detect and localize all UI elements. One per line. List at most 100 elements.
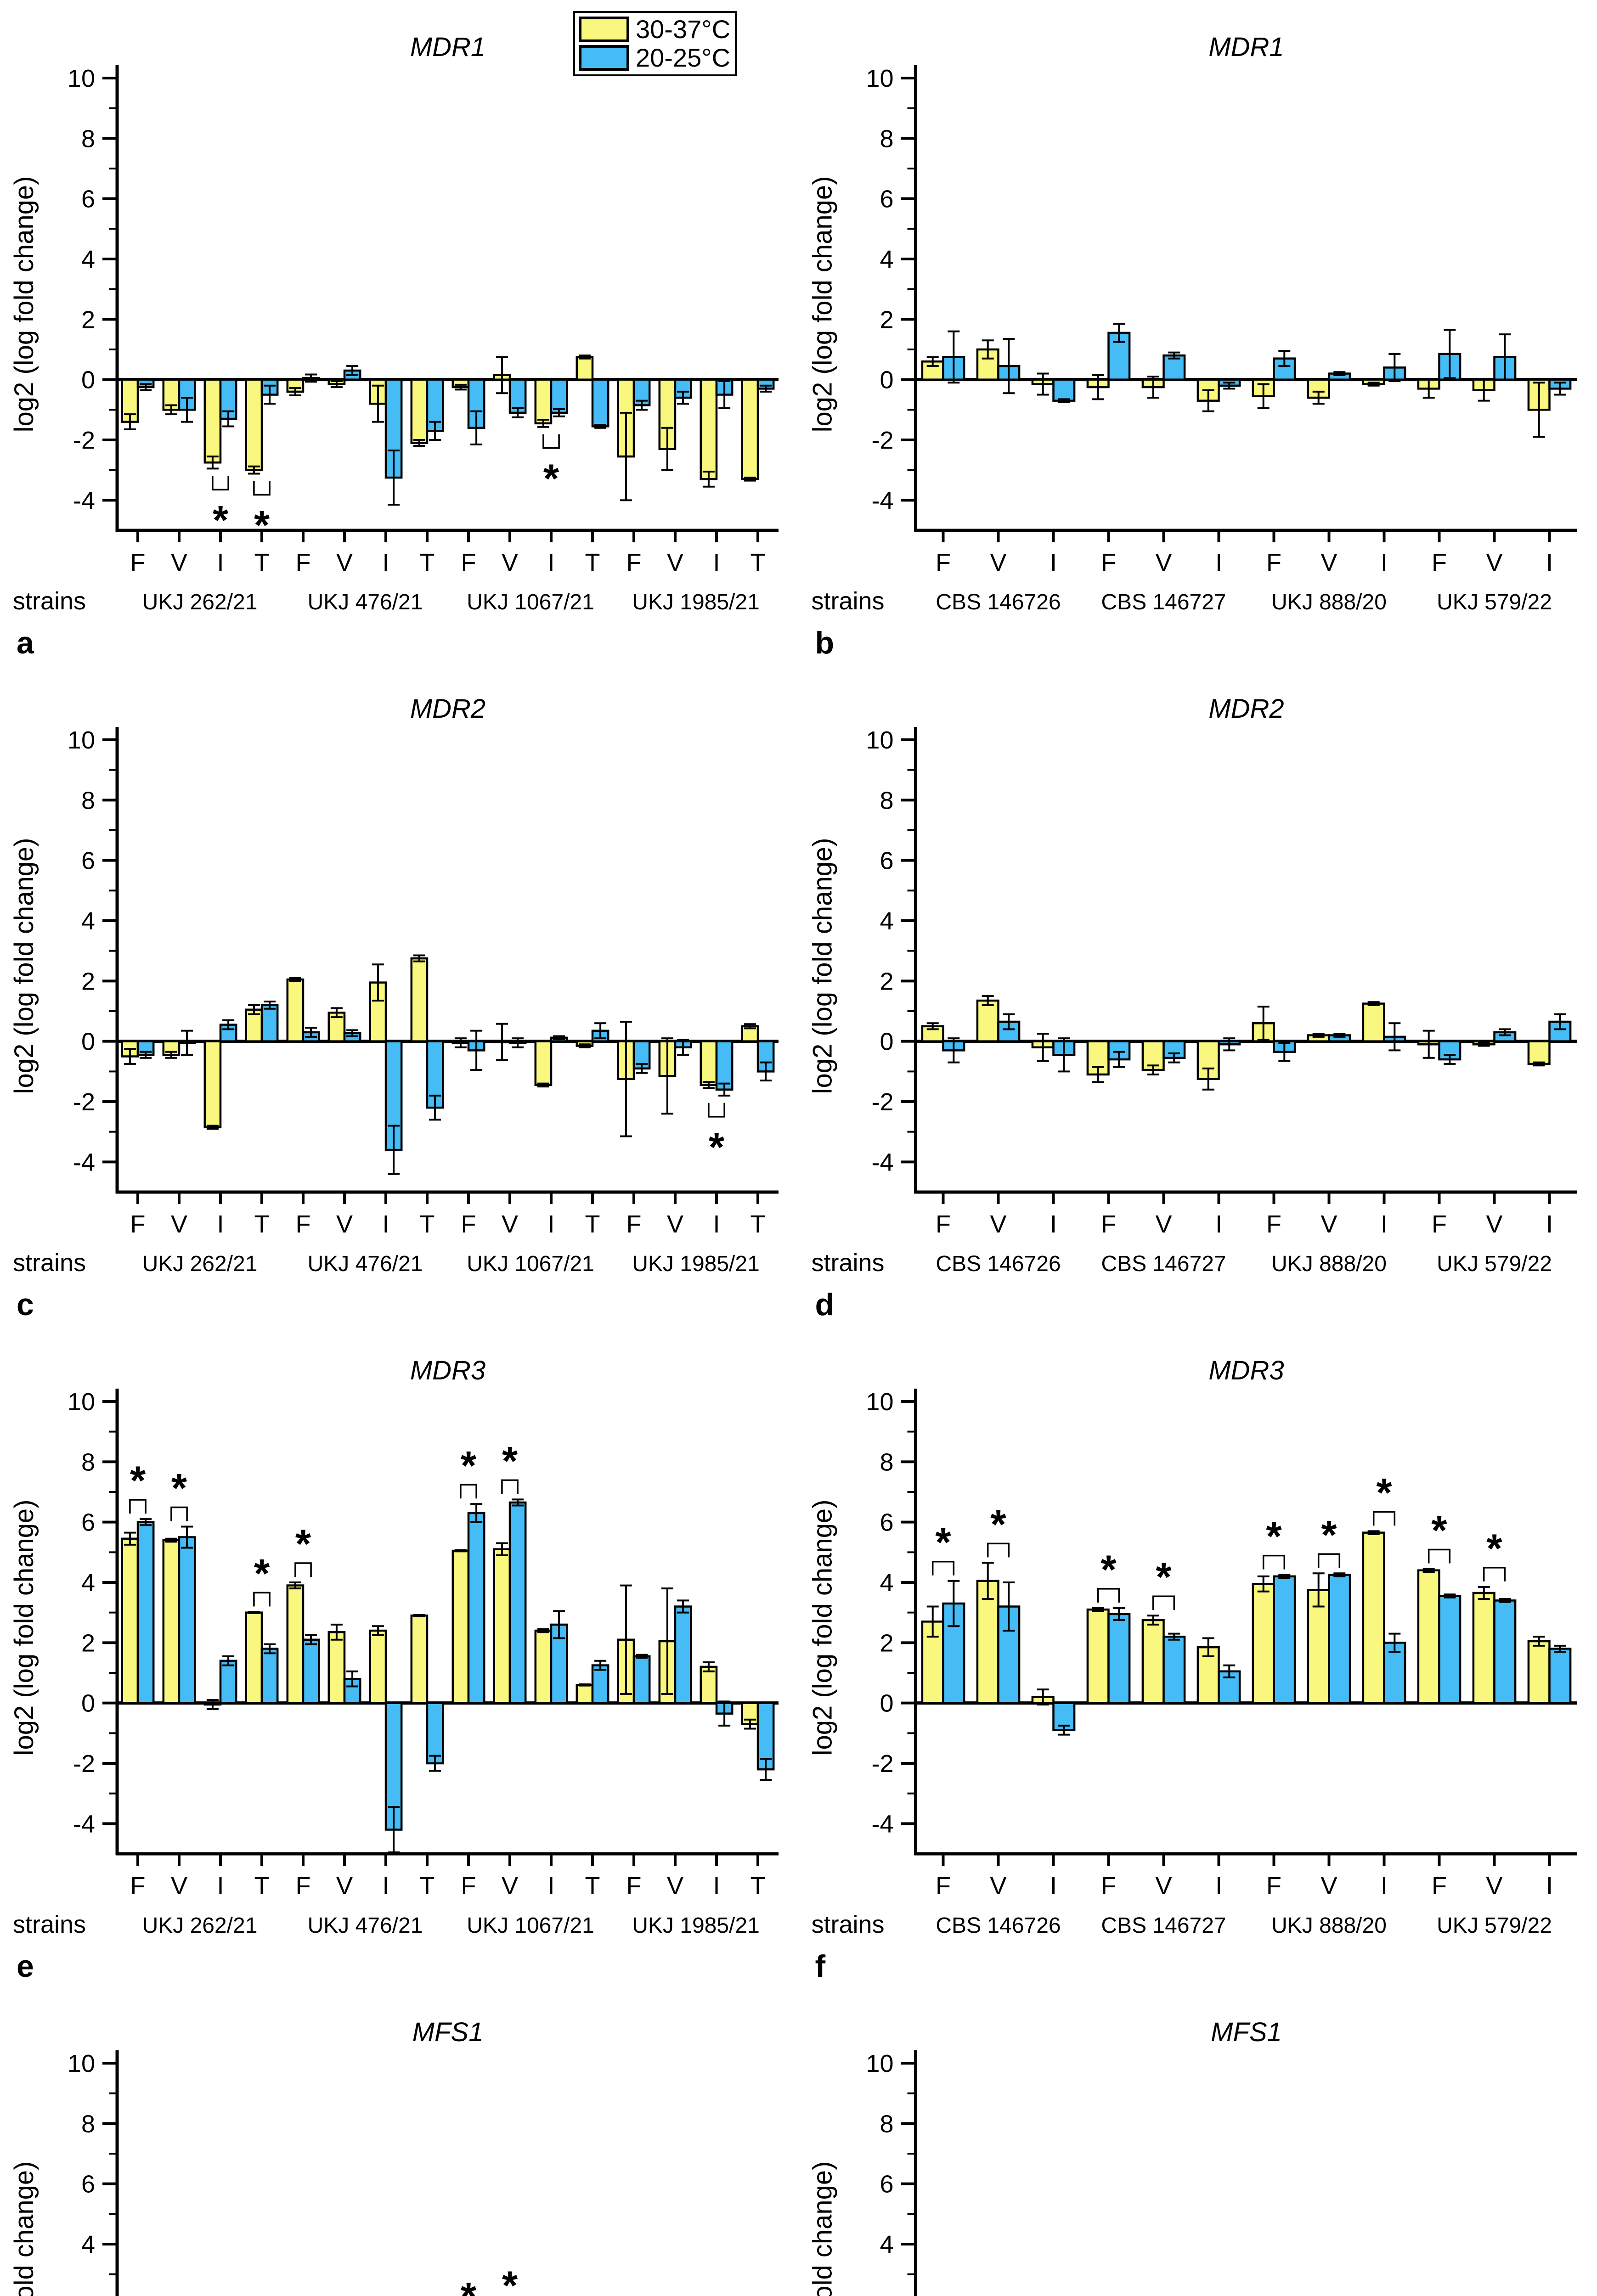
y-tick-label: -4	[73, 1148, 95, 1176]
error-bar	[1058, 1724, 1070, 1736]
bar-cold	[1107, 1613, 1131, 1704]
condition-label: F	[461, 549, 476, 576]
error-bar	[1478, 1586, 1490, 1600]
error-bar	[429, 1094, 441, 1121]
y-tick-label: 6	[81, 1509, 95, 1536]
significance-asterisk: *	[502, 1438, 518, 1483]
strain-label: UKJ 1067/21	[467, 1252, 594, 1276]
panel-letter: a	[17, 625, 34, 660]
panel-title: MDR3	[410, 1356, 485, 1385]
significance-bracket	[1262, 1554, 1286, 1570]
error-bar	[1257, 1006, 1270, 1041]
y-tick-label: 10	[866, 65, 893, 92]
y-tick-label: 4	[81, 1569, 95, 1597]
error-bar	[1499, 1028, 1511, 1036]
significance-bracket	[1152, 1595, 1175, 1610]
significance-bracket	[542, 434, 560, 449]
condition-label: I	[217, 1872, 224, 1900]
error-bar	[165, 1537, 177, 1543]
bar-warm	[451, 1549, 470, 1704]
error-bar	[1444, 329, 1456, 379]
error-bar	[620, 1584, 632, 1695]
strain-label: UKJ 1985/21	[632, 1913, 760, 1938]
panel-title: MDR1	[1208, 32, 1284, 62]
condition-label: I	[1215, 549, 1222, 576]
condition-label: V	[1486, 549, 1502, 576]
error-bar	[206, 1125, 219, 1130]
error-bar	[1367, 382, 1380, 387]
y-tick-label: 6	[880, 2171, 893, 2198]
condition-label: F	[296, 1210, 311, 1238]
error-bar	[346, 1670, 359, 1688]
error-bar	[124, 1531, 136, 1546]
y-tick-label: 0	[81, 1690, 95, 1717]
significance-asterisk: *	[171, 1465, 187, 1511]
condition-label: F	[1432, 1872, 1447, 1900]
error-bar	[248, 465, 260, 475]
error-bar	[264, 1000, 276, 1010]
error-bar	[661, 1037, 673, 1115]
condition-label: F	[1266, 1872, 1281, 1900]
panel-title: MFS1	[412, 2017, 484, 2047]
panel-a: MDR1 log2 (log fold change) 10 8 6 4 2 0 -2 -4 F V I…	[0, 0, 798, 662]
bar-warm	[700, 378, 718, 480]
strain-label: UKJ 888/20	[1271, 1252, 1387, 1276]
error-bar	[222, 1019, 235, 1030]
significance-bracket	[1317, 1553, 1341, 1568]
y-tick-label: 2	[81, 968, 95, 995]
y-tick-label: 6	[880, 186, 893, 213]
bar-warm	[1362, 1531, 1385, 1704]
significance-bracket	[708, 1103, 725, 1118]
error-bar	[718, 1700, 731, 1727]
legend-item-cold: 20-25°C	[579, 45, 730, 71]
condition-label: T	[585, 1872, 600, 1900]
condition-label: I	[547, 1872, 554, 1900]
panel-d: MDR2 log2 (log fold change) 10 8 6 4 2 0 -2 -4 F V I…	[798, 662, 1597, 1323]
condition-label: I	[713, 549, 720, 576]
error-bar	[372, 1625, 384, 1636]
error-bar	[206, 456, 219, 470]
error-bar	[512, 1037, 524, 1048]
error-bar	[305, 1027, 317, 1038]
condition-label: F	[461, 1210, 476, 1238]
warm-color-swatch	[579, 17, 629, 42]
cold-color-swatch	[579, 45, 629, 71]
error-bar	[512, 407, 524, 418]
bar-cold	[1273, 1575, 1296, 1704]
bar-warm	[921, 1025, 944, 1042]
condition-label: V	[1486, 1872, 1502, 1900]
error-bar	[948, 1580, 960, 1627]
panel-title: MFS1	[1211, 2017, 1282, 2047]
bar-warm	[410, 957, 429, 1042]
error-bar	[330, 1007, 343, 1019]
bar-warm	[245, 378, 263, 471]
error-bar	[718, 1082, 731, 1097]
y-tick-label: -2	[871, 427, 893, 454]
bar-warm	[327, 1631, 346, 1704]
error-bar	[470, 410, 483, 445]
y-tick-label: 4	[81, 246, 95, 273]
error-bar	[454, 1549, 467, 1553]
x-axis-label: strains	[812, 587, 885, 615]
y-tick-label: 4	[880, 907, 893, 935]
bar-cold	[136, 1521, 155, 1704]
condition-label: V	[990, 549, 1006, 576]
condition-label: T	[254, 1872, 270, 1900]
strain-label: CBS 146727	[1101, 590, 1226, 614]
condition-label: T	[254, 549, 270, 576]
error-bar	[594, 1660, 607, 1671]
error-bar	[181, 1030, 193, 1056]
significance-asterisk: *	[213, 497, 229, 542]
panel-d-chart: MDR2 log2 (log fold change) 10 8 6 4 2 0 -2 -4 F V I…	[808, 694, 1577, 1322]
bar-warm	[534, 1040, 553, 1086]
strain-label: CBS 146726	[936, 1913, 1061, 1938]
bar-cold	[1052, 378, 1076, 402]
significance-asterisk: *	[461, 1442, 477, 1488]
error-bar	[1333, 1572, 1346, 1577]
error-bar	[1533, 1061, 1545, 1067]
error-bar	[1058, 1037, 1070, 1073]
strain-label: UKJ 1985/21	[632, 590, 760, 614]
error-bar	[305, 373, 317, 383]
condition-label: V	[990, 1872, 1006, 1900]
